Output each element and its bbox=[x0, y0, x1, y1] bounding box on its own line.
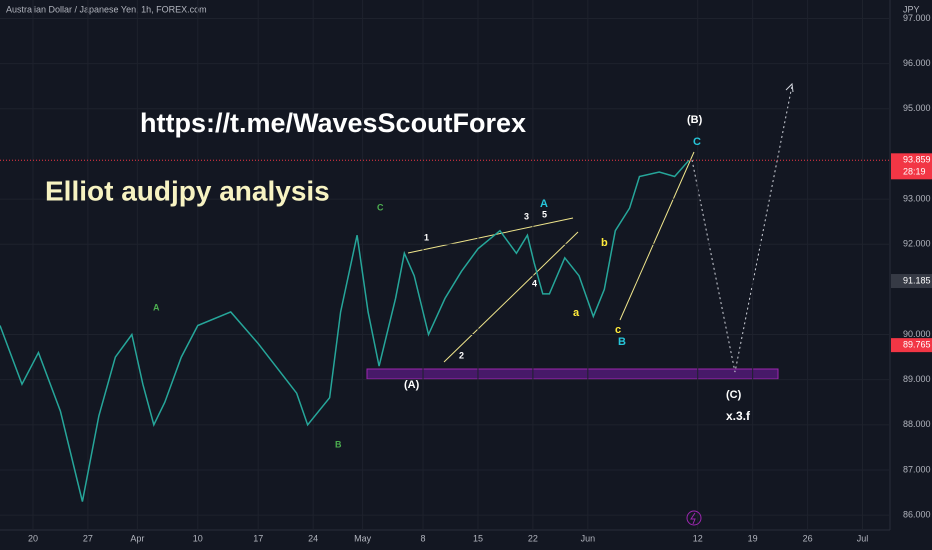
wave-label: C bbox=[693, 136, 701, 148]
projection bbox=[691, 85, 793, 373]
event-icon-bolt bbox=[690, 512, 696, 525]
y-tick-label: 87.000 bbox=[903, 464, 931, 474]
wave-label: (C) bbox=[726, 389, 742, 401]
x-tick-label: Jun bbox=[581, 533, 596, 543]
headline: Elliot audjpy analysis bbox=[45, 175, 330, 206]
wave-label: c bbox=[615, 324, 621, 336]
event-icon[interactable] bbox=[686, 510, 702, 526]
wave-label: 3 bbox=[524, 211, 529, 221]
x-tick-label: 15 bbox=[473, 533, 483, 543]
y-tick-label: 92.000 bbox=[903, 239, 931, 249]
trendline bbox=[407, 217, 574, 254]
x-tick-label: 24 bbox=[308, 533, 318, 543]
trendline bbox=[443, 231, 579, 363]
price-tag-label: 89.765 bbox=[903, 340, 931, 350]
arrow-head bbox=[785, 82, 794, 93]
x-tick-label: May bbox=[354, 533, 372, 543]
x-tick-label: Jul bbox=[857, 533, 869, 543]
wave-label: (B) bbox=[687, 114, 703, 126]
price-line bbox=[0, 159, 690, 502]
wave-label: b bbox=[601, 237, 608, 249]
y-tick-label: 88.000 bbox=[903, 419, 931, 429]
x-tick-label: 26 bbox=[803, 533, 813, 543]
wave-label: (A) bbox=[404, 379, 420, 391]
x-tick-label: 10 bbox=[193, 533, 203, 543]
x-tick-label: 19 bbox=[748, 533, 758, 543]
wave-label: B bbox=[335, 439, 342, 449]
wave-label: 2 bbox=[459, 350, 464, 360]
y-tick-label: 86.000 bbox=[903, 509, 931, 519]
y-tick-label: 93.000 bbox=[903, 193, 931, 203]
note: x.3.f bbox=[726, 409, 751, 423]
wave-label: A bbox=[540, 198, 548, 210]
price-tag-label: 91.185 bbox=[903, 275, 931, 285]
y-tick-label: 96.000 bbox=[903, 58, 931, 68]
wave-label: B bbox=[618, 336, 626, 348]
x-tick-label: 20 bbox=[28, 533, 38, 543]
chart-title: Australian Dollar / Japanese Yen, 1h, FO… bbox=[6, 4, 207, 14]
wave-label: C bbox=[377, 202, 384, 212]
wave-label: 5 bbox=[542, 209, 547, 219]
target-zone bbox=[366, 368, 779, 380]
price-tag bbox=[891, 338, 932, 353]
countdown: 28:19 bbox=[903, 167, 926, 177]
y-tick-label: 97.000 bbox=[903, 13, 931, 23]
wave-label: A bbox=[153, 302, 160, 312]
y-tick-label: 95.000 bbox=[903, 103, 931, 113]
x-tick-label: 8 bbox=[421, 533, 426, 543]
link-text: https://t.me/WavesScoutForex bbox=[140, 108, 526, 138]
price-tag bbox=[891, 153, 932, 180]
y-tick-label: 89.000 bbox=[903, 374, 931, 384]
wave-label: a bbox=[573, 307, 580, 319]
x-tick-label: 12 bbox=[693, 533, 703, 543]
trendline bbox=[619, 151, 695, 321]
y-tick-label: 90.000 bbox=[903, 329, 931, 339]
x-tick-label: 22 bbox=[528, 533, 538, 543]
x-tick-label: 17 bbox=[253, 533, 263, 543]
y-axis-label: JPY bbox=[903, 4, 920, 14]
price-tag bbox=[891, 274, 932, 289]
x-tick-label: Apr bbox=[130, 533, 144, 543]
wave-label: 4 bbox=[532, 278, 537, 288]
price-tag-label: 93.859 bbox=[903, 155, 931, 165]
wave-label: 1 bbox=[424, 232, 429, 242]
x-tick-label: 27 bbox=[83, 533, 93, 543]
